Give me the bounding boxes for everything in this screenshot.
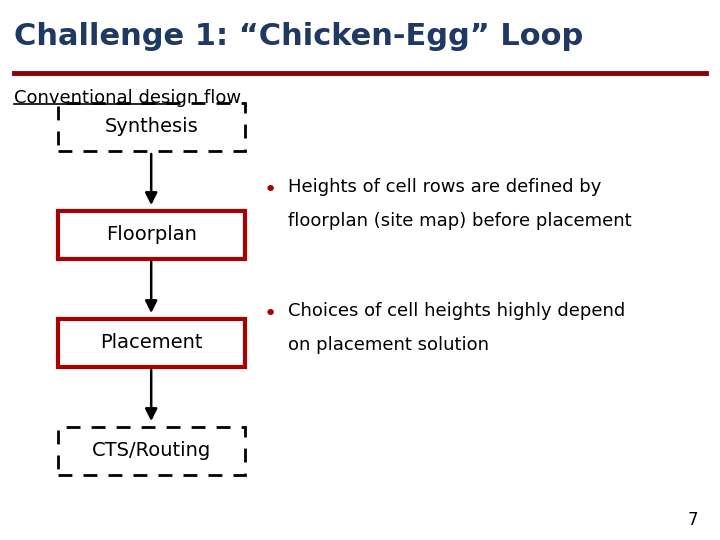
Text: 7: 7 — [688, 511, 698, 529]
Text: Placement: Placement — [100, 333, 202, 353]
Text: Synthesis: Synthesis — [104, 117, 198, 137]
Text: CTS/Routing: CTS/Routing — [91, 441, 211, 461]
Text: on placement solution: on placement solution — [288, 336, 489, 354]
FancyBboxPatch shape — [58, 427, 245, 475]
Text: Conventional design flow: Conventional design flow — [14, 89, 241, 107]
FancyBboxPatch shape — [58, 103, 245, 151]
Text: Heights of cell rows are defined by: Heights of cell rows are defined by — [288, 178, 601, 196]
Text: Challenge 1: “Chicken-Egg” Loop: Challenge 1: “Chicken-Egg” Loop — [14, 22, 584, 51]
FancyBboxPatch shape — [58, 319, 245, 367]
Text: Floorplan: Floorplan — [106, 225, 197, 245]
Text: •: • — [264, 179, 276, 200]
Text: floorplan (site map) before placement: floorplan (site map) before placement — [288, 212, 631, 230]
FancyBboxPatch shape — [58, 211, 245, 259]
Text: Choices of cell heights highly depend: Choices of cell heights highly depend — [288, 302, 625, 320]
Text: •: • — [264, 303, 276, 324]
